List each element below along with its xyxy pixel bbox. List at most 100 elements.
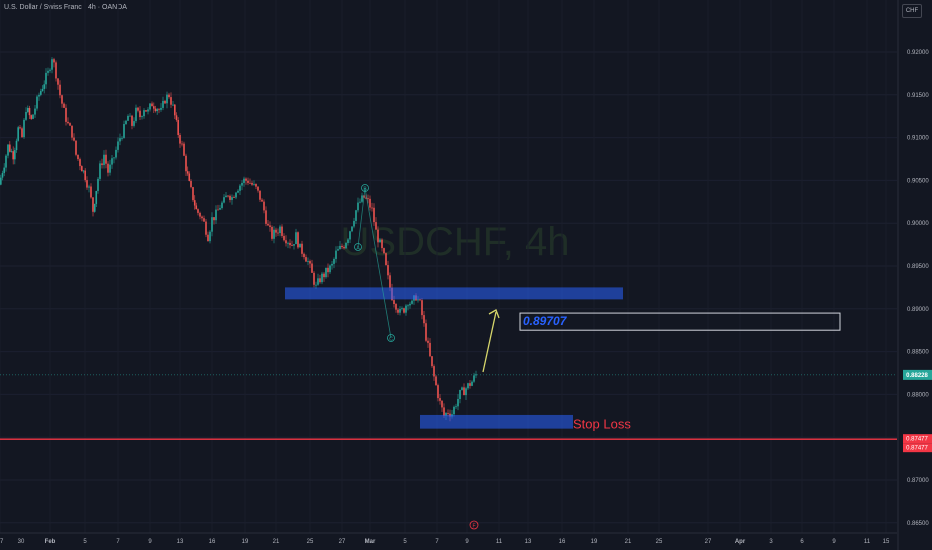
candle-body xyxy=(387,265,389,276)
price-axis[interactable]: 0.92000 0.91500 0.91000 0.90500 0.90000 0.895… xyxy=(897,0,929,550)
candle-body xyxy=(417,299,419,301)
candle-body xyxy=(235,192,237,198)
candle-body xyxy=(409,303,411,306)
candle-body xyxy=(63,103,65,108)
candle-body xyxy=(23,119,25,138)
candle-body xyxy=(299,243,301,248)
candle-body xyxy=(201,216,203,219)
candle-body xyxy=(67,121,69,124)
candle-body xyxy=(423,315,425,324)
svg-text:0.88228: 0.88228 xyxy=(906,373,928,379)
time-tick-label: 15 xyxy=(883,539,890,545)
candle-body xyxy=(439,398,441,401)
candle-body xyxy=(233,197,235,198)
candle-body xyxy=(345,242,347,249)
candle-body xyxy=(275,229,277,233)
candle-body xyxy=(193,200,196,206)
candle-body xyxy=(10,151,13,153)
candle-body xyxy=(188,173,191,181)
candle-body xyxy=(297,232,299,248)
candle-body xyxy=(261,199,263,202)
candle-body xyxy=(28,107,31,116)
price-tick-label: 0.90000 xyxy=(907,221,929,227)
time-tick-label: 7 xyxy=(435,539,439,545)
candle-body xyxy=(34,108,36,115)
candle-body xyxy=(195,205,198,210)
candle-body xyxy=(269,225,271,227)
candle-body xyxy=(174,104,176,116)
candle-body xyxy=(49,69,51,71)
candle-body xyxy=(373,207,375,223)
arrow-head-icon xyxy=(488,309,500,319)
candle-body xyxy=(365,197,367,199)
candle-body xyxy=(219,208,221,210)
candle-body xyxy=(119,138,121,142)
candle-body xyxy=(162,100,164,108)
candle-body xyxy=(41,88,44,92)
candle-body xyxy=(237,190,239,193)
candle-body xyxy=(267,223,269,226)
candle-body xyxy=(277,232,279,234)
candle-body xyxy=(43,84,45,89)
candle-body xyxy=(255,183,257,187)
candle-body xyxy=(59,84,61,96)
candle-body xyxy=(197,209,199,213)
candle-body xyxy=(467,383,469,389)
candle-body xyxy=(168,94,170,98)
candle-body xyxy=(93,203,96,212)
time-tick-label: 7 xyxy=(116,539,120,545)
price-tick-label: 0.92000 xyxy=(907,50,929,56)
candle-body xyxy=(377,229,379,243)
candle-body xyxy=(153,106,155,109)
candle-body xyxy=(97,178,99,191)
candle-body xyxy=(443,407,445,416)
price-tick-label: 0.90500 xyxy=(907,178,929,184)
svg-text:A: A xyxy=(356,246,360,252)
candle-body xyxy=(313,272,315,285)
candle-body xyxy=(475,374,477,376)
candle-body xyxy=(55,62,57,79)
watermark: USDCHF, 4h xyxy=(341,220,570,264)
candle-body xyxy=(166,94,168,104)
candle-body xyxy=(0,177,2,185)
candle-body xyxy=(125,120,127,125)
candle-body xyxy=(251,182,253,185)
candle-body xyxy=(253,183,255,185)
candle-body xyxy=(319,278,321,283)
candle-body xyxy=(287,242,289,244)
candle-body xyxy=(164,100,166,104)
candle-body xyxy=(90,186,92,198)
candle-body xyxy=(158,109,160,111)
candle-body xyxy=(429,342,431,357)
candle-body xyxy=(113,157,115,159)
time-axis[interactable]: 30 Feb 5 7 9 13 16 19 21 25 27 Mar 5 7 9 11 13 16 19 21 25 27… xyxy=(0,532,897,545)
candle-body xyxy=(257,186,259,191)
candle-body xyxy=(223,197,225,203)
time-tick-label: 19 xyxy=(242,539,249,545)
candle-body xyxy=(389,275,391,288)
stop-loss-label: Stop Loss xyxy=(573,417,631,432)
candle-body xyxy=(367,198,369,200)
candle-body xyxy=(156,109,158,112)
price-tick-label: 0.86500 xyxy=(907,521,929,527)
event-marker[interactable]: F xyxy=(469,520,479,530)
candle-body xyxy=(71,125,73,138)
candle-body xyxy=(205,221,207,235)
candle-body xyxy=(385,253,387,266)
candle-body xyxy=(103,154,105,166)
candle-body xyxy=(273,229,275,239)
candle-body xyxy=(84,170,86,181)
resistance-zone xyxy=(285,287,623,300)
candle-body xyxy=(12,151,14,160)
candle-body xyxy=(40,91,42,95)
candle-body xyxy=(371,207,373,209)
currency-button[interactable]: CHF xyxy=(902,4,922,18)
candle-body xyxy=(411,300,413,304)
candle-body xyxy=(121,137,123,139)
candle-body xyxy=(375,222,377,230)
candle-body xyxy=(149,103,151,110)
candle-body xyxy=(445,412,447,416)
candle-body xyxy=(397,309,399,313)
candle-body xyxy=(17,127,19,141)
